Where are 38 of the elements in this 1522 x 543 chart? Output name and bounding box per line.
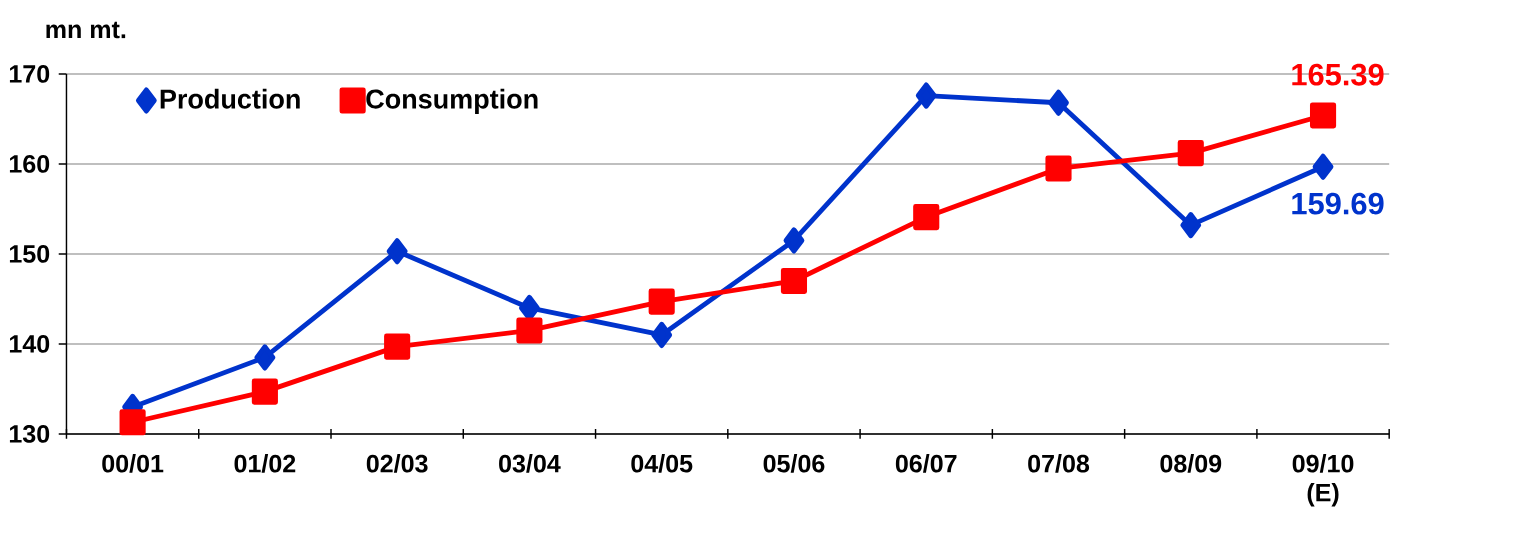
point bbox=[254, 344, 276, 371]
point bbox=[780, 267, 808, 295]
point bbox=[783, 227, 805, 254]
x-tick-label: 02/03 bbox=[366, 454, 428, 473]
point bbox=[516, 317, 543, 344]
point bbox=[1180, 212, 1202, 239]
y-tick-label: 170 bbox=[9, 65, 50, 83]
point bbox=[1177, 140, 1204, 167]
point bbox=[1048, 89, 1069, 116]
point bbox=[386, 238, 408, 265]
y-tick-label: 140 bbox=[9, 335, 50, 353]
point bbox=[648, 288, 675, 315]
point bbox=[251, 378, 278, 405]
point bbox=[1045, 155, 1072, 182]
data-label: 165.39 bbox=[1292, 63, 1384, 86]
x-tick-label: 03/04 bbox=[499, 454, 561, 473]
legend-label: Production bbox=[160, 88, 300, 109]
x-tick-label: 00/01 bbox=[102, 454, 164, 473]
data-label: 159.69 bbox=[1292, 192, 1384, 215]
point bbox=[1309, 102, 1337, 129]
y-tick-label: 130 bbox=[9, 425, 50, 443]
point bbox=[1312, 153, 1334, 180]
point bbox=[384, 333, 411, 360]
point bbox=[915, 82, 937, 109]
point bbox=[913, 204, 940, 231]
y-tick-label: 150 bbox=[9, 245, 50, 263]
x-tick-label: 04/05 bbox=[631, 454, 693, 473]
point bbox=[119, 409, 146, 436]
x-tick-label: 05/06 bbox=[763, 454, 825, 473]
y-tick-label: 160 bbox=[9, 155, 50, 173]
x-tick-label: 09/10 (E) bbox=[1292, 454, 1354, 507]
legend-label: Consumption bbox=[366, 88, 538, 115]
x-tick-label: 01/02 bbox=[234, 454, 296, 473]
point bbox=[651, 321, 673, 349]
y-axis-title: mn mt. bbox=[46, 21, 126, 39]
x-tick-label: 08/09 bbox=[1160, 454, 1222, 473]
x-tick-label: 06/07 bbox=[895, 454, 957, 473]
x-tick-label: 07/08 bbox=[1028, 454, 1090, 473]
